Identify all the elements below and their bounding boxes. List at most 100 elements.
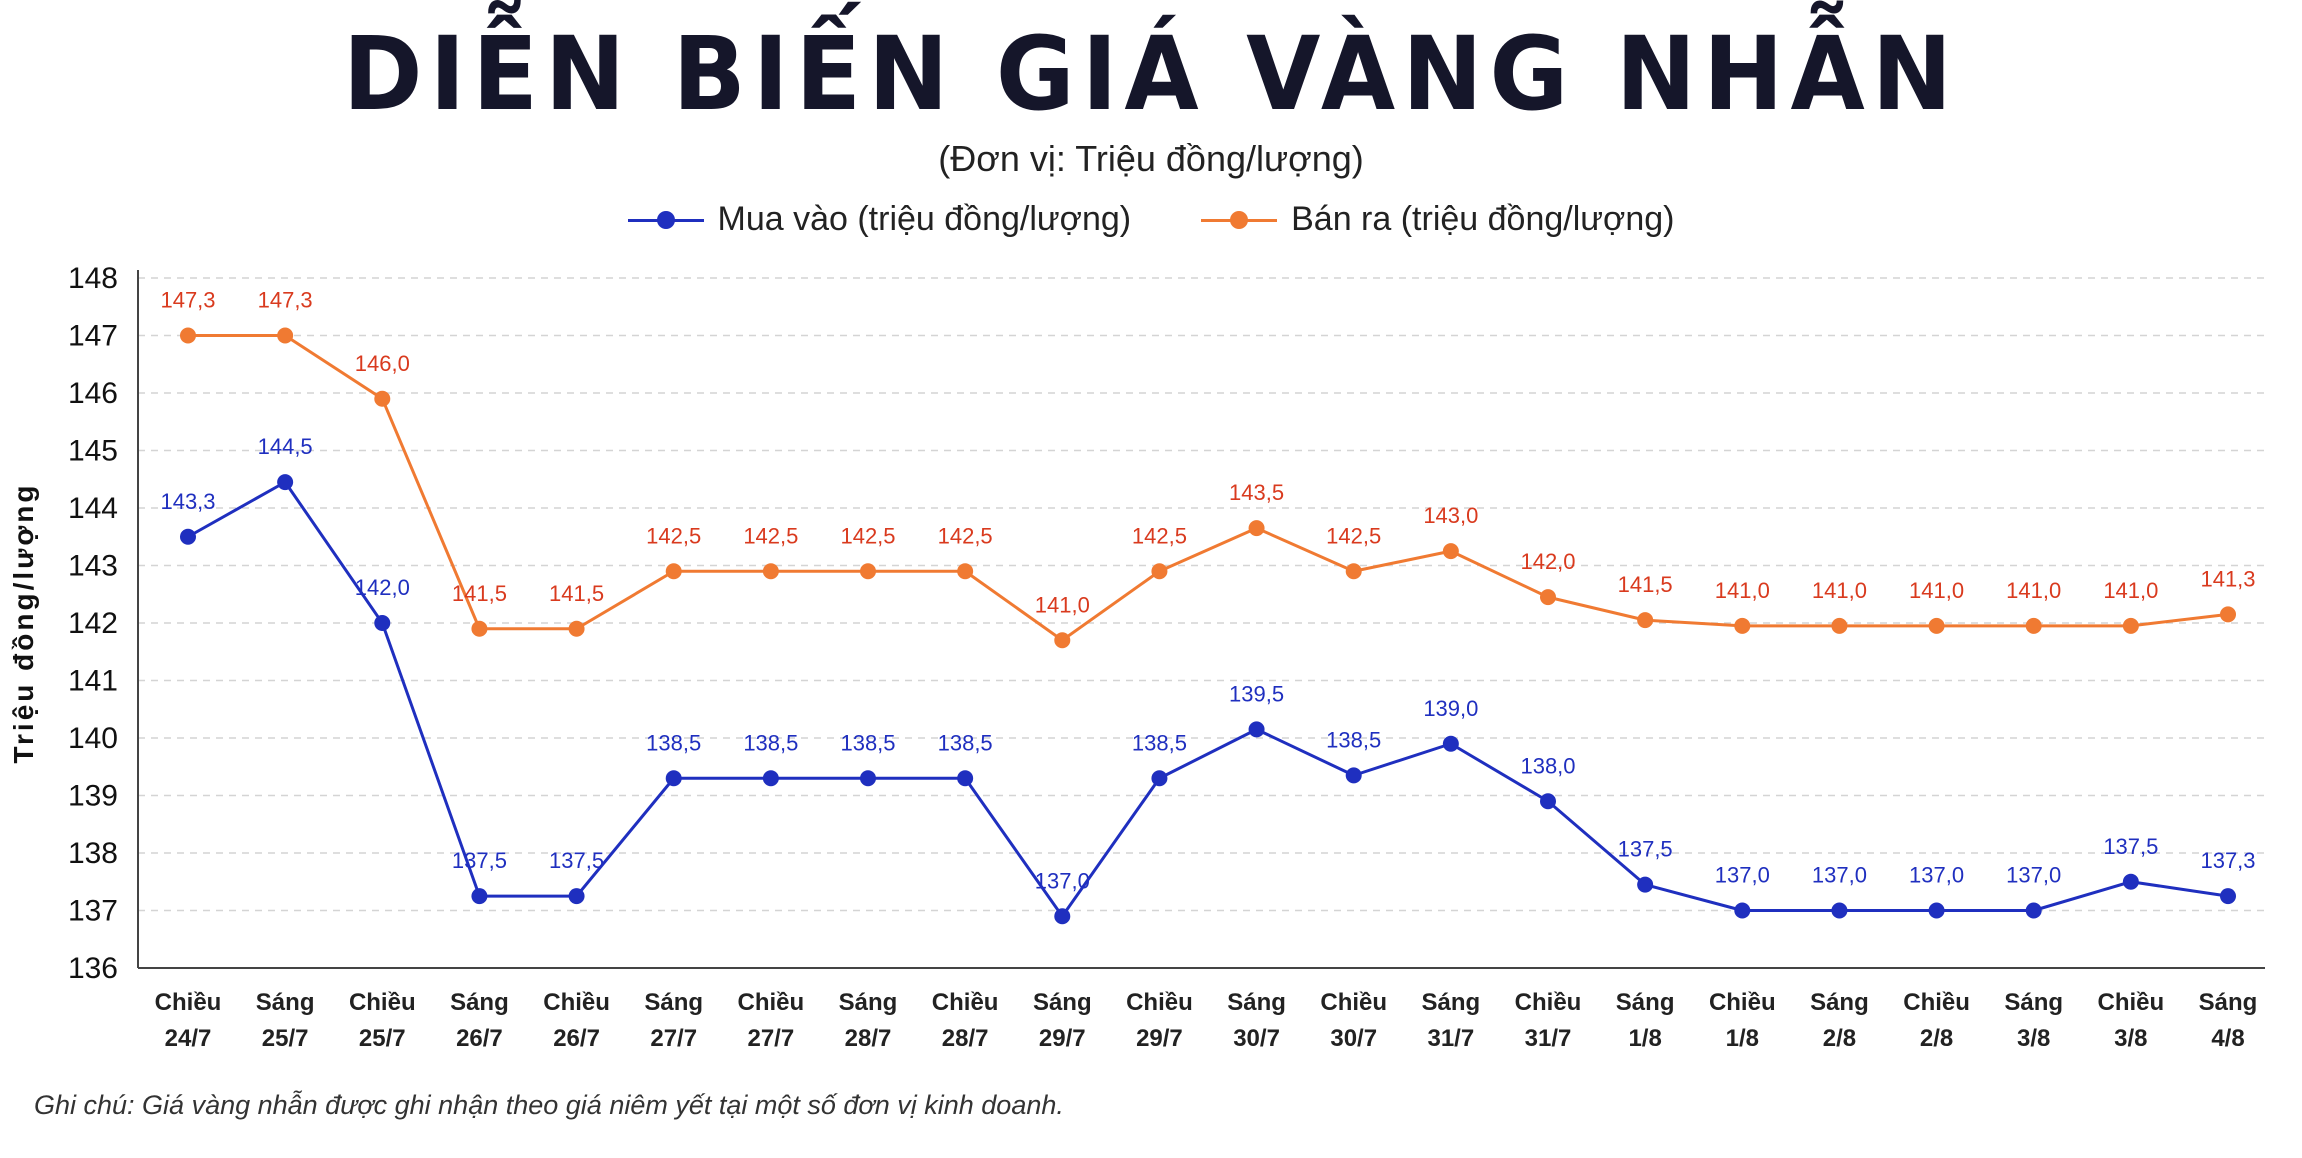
data-point-buy: [2122, 873, 2139, 890]
data-point-buy: [1928, 902, 1945, 919]
data-label-sell: 143,0: [1423, 503, 1478, 528]
x-tick-label: Chiều: [543, 989, 610, 1016]
data-point-sell: [1928, 617, 1945, 634]
data-point-buy: [1345, 767, 1362, 784]
x-tick-label: Chiều: [1515, 989, 1582, 1016]
chart-title: DIỄN BIẾN GIÁ VÀNG NHẪN: [342, 14, 1960, 134]
data-label-sell: 141,5: [549, 581, 604, 606]
data-label-sell: 142,0: [1520, 549, 1575, 574]
data-point-sell: [665, 563, 682, 580]
legend-marker-buy: [627, 210, 704, 230]
data-label-buy: 137,0: [1035, 868, 1090, 893]
y-axis-title: Triệu đồng/lượng: [8, 482, 39, 763]
data-point-sell: [277, 327, 294, 344]
data-label-sell: 146,0: [355, 351, 410, 376]
x-tick-label: Sáng: [1616, 989, 1675, 1016]
data-label-buy: 138,5: [840, 730, 895, 755]
y-tick-label: 143: [68, 550, 118, 583]
data-point-buy: [1151, 770, 1168, 787]
data-label-buy: 137,0: [1812, 863, 1867, 888]
data-point-buy: [1248, 721, 1265, 738]
data-label-buy: 137,5: [549, 848, 604, 873]
data-point-sell: [860, 563, 876, 580]
data-label-sell: 141,0: [1812, 578, 1867, 603]
data-label-sell: 147,3: [258, 288, 313, 313]
data-label-sell: 142,5: [1326, 523, 1381, 548]
y-tick-label: 138: [68, 837, 118, 870]
x-tick-label: 26/7: [456, 1025, 503, 1052]
data-point-buy: [374, 615, 391, 631]
x-tick-label: 1/8: [1726, 1025, 1759, 1052]
x-tick-label: 2/8: [1823, 1025, 1856, 1052]
y-tick-label: 145: [68, 435, 118, 468]
x-tick-label: Sáng: [1810, 989, 1869, 1016]
data-label-buy: 137,5: [2103, 834, 2158, 859]
data-point-buy: [1442, 735, 1459, 752]
x-tick-label: 2/8: [1920, 1025, 1953, 1052]
footnote: Ghi chú: Giá vàng nhẫn được ghi nhận the…: [34, 1090, 1064, 1120]
legend-item-sell[interactable]: Bán ra (triệu đồng/lượng): [1201, 200, 1674, 239]
data-point-buy: [2025, 902, 2042, 919]
data-label-buy: 142,0: [355, 575, 410, 600]
x-tick-label: Chiều: [738, 989, 805, 1016]
y-tick-label: 148: [68, 262, 118, 295]
data-label-sell: 141,0: [2006, 578, 2061, 603]
data-label-buy: 139,0: [1423, 696, 1478, 721]
data-label-buy: 143,3: [160, 489, 215, 514]
data-point-sell: [957, 563, 974, 580]
data-label-sell: 141,0: [1035, 592, 1090, 617]
x-tick-label: Sáng: [2199, 989, 2258, 1016]
x-tick-label: Chiều: [155, 989, 222, 1016]
x-tick-label: Chiều: [1320, 989, 1387, 1016]
data-label-buy: 137,0: [1909, 863, 1964, 888]
data-label-sell: 141,5: [452, 581, 507, 606]
x-tick-label: Sáng: [2004, 989, 2063, 1016]
x-tick-label: Chiều: [1709, 989, 1776, 1016]
series-line-sell: [188, 334, 2229, 642]
x-tick-label: 27/7: [650, 1025, 697, 1052]
x-tick-label: 26/7: [553, 1025, 600, 1052]
data-point-sell: [1540, 589, 1556, 606]
x-tick-label: 31/7: [1525, 1025, 1572, 1052]
y-tick-label: 139: [68, 780, 118, 813]
y-tick-label: 137: [68, 895, 118, 928]
data-point-sell: [2220, 606, 2236, 623]
data-point-buy: [860, 770, 876, 787]
data-label-buy: 138,0: [1520, 753, 1575, 778]
legend-label-sell: Bán ra (triệu đồng/lượng): [1291, 200, 1675, 238]
data-point-buy: [762, 770, 779, 787]
data-point-sell: [180, 327, 196, 344]
data-label-buy: 137,3: [2200, 848, 2255, 873]
y-tick-label: 146: [68, 377, 118, 410]
data-label-sell: 143,5: [1229, 480, 1284, 505]
data-point-buy: [180, 528, 196, 545]
data-label-buy: 138,5: [743, 730, 798, 755]
data-point-buy: [2220, 888, 2236, 905]
series-line-buy: [187, 480, 2229, 918]
x-tick-label: 4/8: [2211, 1025, 2244, 1052]
data-point-sell: [2025, 617, 2042, 634]
x-tick-label: Sáng: [1033, 989, 1092, 1016]
data-label-buy: 138,5: [1326, 727, 1381, 752]
data-label-sell: 147,3: [160, 288, 215, 313]
data-point-sell: [1345, 563, 1362, 580]
data-label-sell: 142,5: [1132, 523, 1187, 548]
data-point-sell: [1734, 617, 1751, 634]
data-point-buy: [665, 770, 682, 787]
x-tick-label: 30/7: [1233, 1025, 1280, 1052]
legend-item-buy[interactable]: Mua vào (triệu đồng/lượng): [627, 200, 1132, 239]
data-label-buy: 144,5: [258, 434, 313, 459]
x-tick-label: 30/7: [1330, 1025, 1377, 1052]
x-tick-label: 1/8: [1628, 1025, 1661, 1052]
x-tick-label: 28/7: [942, 1025, 989, 1052]
data-point-buy: [277, 474, 294, 491]
x-tick-label: Sáng: [450, 989, 509, 1016]
data-label-buy: 138,5: [646, 730, 701, 755]
data-point-sell: [1442, 543, 1459, 560]
data-label-sell: 142,5: [646, 523, 701, 548]
legend-marker-sell: [1201, 210, 1278, 230]
x-tick-label: 25/7: [262, 1025, 309, 1052]
data-label-buy: 139,5: [1229, 681, 1284, 706]
legend-label-buy: Mua vào (triệu đồng/lượng): [717, 200, 1132, 238]
data-label-sell: 142,5: [840, 523, 895, 548]
